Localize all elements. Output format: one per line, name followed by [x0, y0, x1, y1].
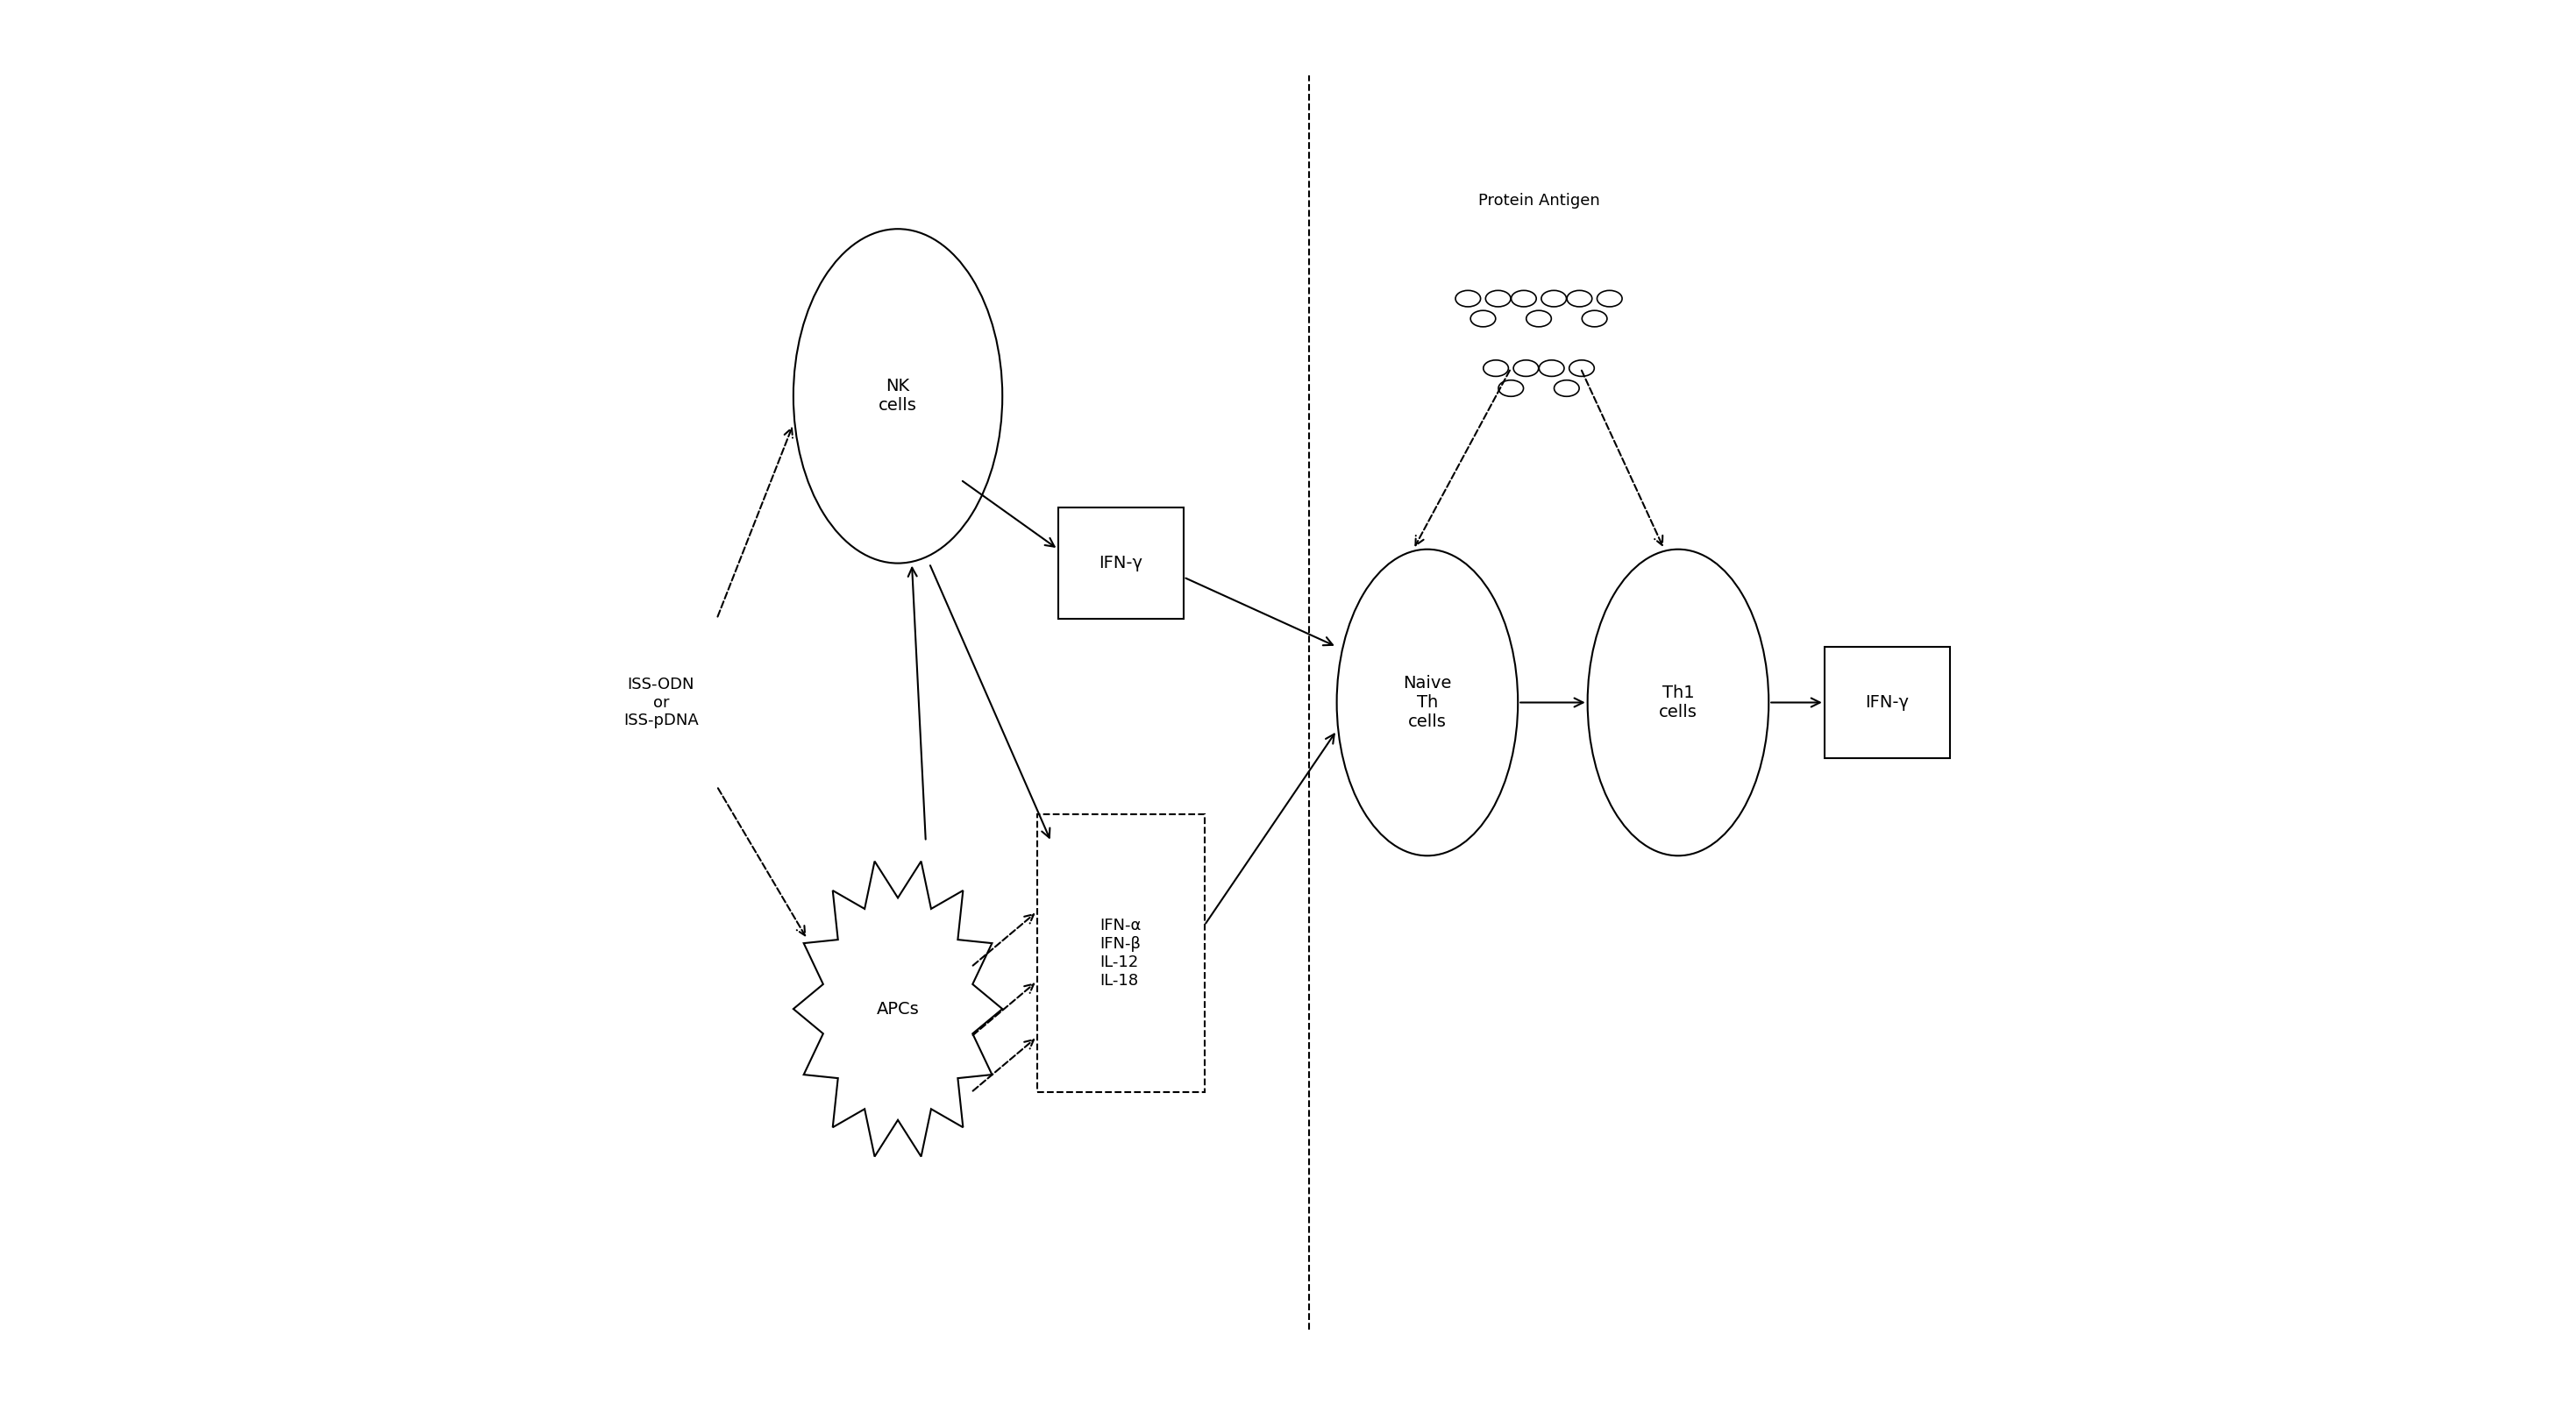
Ellipse shape [1566, 291, 1592, 306]
Ellipse shape [793, 229, 1002, 563]
Text: IFN-γ: IFN-γ [1100, 555, 1144, 572]
Polygon shape [793, 861, 1002, 1156]
Text: Protein Antigen: Protein Antigen [1479, 194, 1600, 209]
Ellipse shape [1484, 360, 1510, 377]
FancyBboxPatch shape [1059, 507, 1182, 620]
Ellipse shape [1515, 360, 1538, 377]
Ellipse shape [1337, 549, 1517, 856]
Ellipse shape [1587, 549, 1770, 856]
FancyBboxPatch shape [1824, 646, 1950, 759]
Ellipse shape [1525, 311, 1551, 327]
Ellipse shape [1499, 381, 1522, 396]
Ellipse shape [1486, 291, 1510, 306]
Ellipse shape [1540, 291, 1566, 306]
Ellipse shape [1597, 291, 1623, 306]
Ellipse shape [1582, 311, 1607, 327]
FancyBboxPatch shape [1038, 813, 1206, 1093]
Text: Th1
cells: Th1 cells [1659, 684, 1698, 721]
Ellipse shape [1553, 381, 1579, 396]
Ellipse shape [1538, 360, 1564, 377]
Text: Naive
Th
cells: Naive Th cells [1404, 674, 1453, 731]
Text: IFN-γ: IFN-γ [1865, 694, 1909, 711]
Text: ISS-ODN
or
ISS-pDNA: ISS-ODN or ISS-pDNA [623, 676, 698, 729]
Ellipse shape [1512, 291, 1535, 306]
Ellipse shape [1455, 291, 1481, 306]
Text: APCs: APCs [876, 1000, 920, 1017]
Text: NK
cells: NK cells [878, 378, 917, 414]
Ellipse shape [1569, 360, 1595, 377]
Ellipse shape [1471, 311, 1497, 327]
Text: IFN-α
IFN-β
IL-12
IL-18: IFN-α IFN-β IL-12 IL-18 [1100, 917, 1141, 989]
